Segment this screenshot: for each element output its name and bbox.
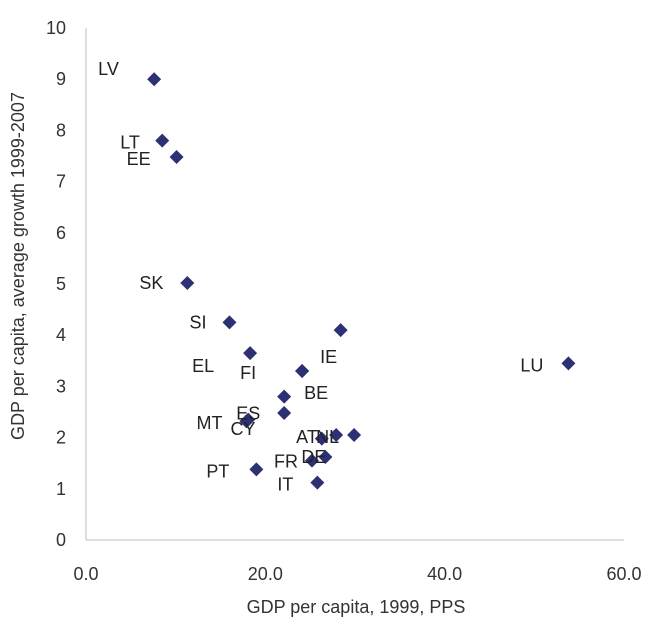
point-label: FI xyxy=(240,363,256,383)
point-label: PT xyxy=(206,461,229,481)
data-point-marker xyxy=(180,275,195,290)
y-tick-label: 2 xyxy=(56,428,66,448)
data-point-marker xyxy=(243,346,258,361)
data-point-marker xyxy=(249,462,264,477)
y-tick-label: 8 xyxy=(56,120,66,140)
data-point-marker xyxy=(318,450,333,465)
point-label: IT xyxy=(277,475,293,495)
x-tick-label: 20.0 xyxy=(248,564,283,584)
axes xyxy=(85,28,624,541)
point-label: EL xyxy=(192,356,214,376)
point-label: IE xyxy=(320,347,337,367)
point-label: LU xyxy=(520,355,543,375)
x-tick-label: 60.0 xyxy=(606,564,641,584)
point-label: EE xyxy=(127,149,151,169)
x-tick-label: 0.0 xyxy=(73,564,98,584)
y-tick-label: 4 xyxy=(56,325,66,345)
data-point-marker xyxy=(147,72,162,87)
point-label: LT xyxy=(120,133,140,153)
y-axis-title: GDP per capita, average growth 1999-2007 xyxy=(8,92,28,440)
data-point-marker xyxy=(277,406,292,421)
x-tick-labels: 0.0 20.0 40.0 60.0 xyxy=(73,564,641,584)
y-tick-label: 0 xyxy=(56,530,66,550)
data-point-marker xyxy=(169,150,184,165)
y-tick-labels: 0 1 2 3 4 5 6 7 8 9 10 xyxy=(46,18,66,550)
x-axis-title: GDP per capita, 1999, PPS xyxy=(247,597,466,617)
data-point-marker xyxy=(561,356,576,371)
y-tick-label: 3 xyxy=(56,376,66,396)
point-label: AT xyxy=(296,427,318,447)
data-point-marker xyxy=(295,364,310,379)
data-point-marker xyxy=(304,453,319,468)
data-point-marker xyxy=(277,389,292,404)
point-label: CY xyxy=(231,419,256,439)
data-point-marker xyxy=(333,323,348,338)
point-label: NL xyxy=(316,427,339,447)
data-point-marker xyxy=(310,475,325,490)
y-tick-label: 9 xyxy=(56,69,66,89)
x-tick-label: 40.0 xyxy=(427,564,462,584)
point-label: SK xyxy=(139,273,163,293)
data-point-marker xyxy=(347,428,362,443)
y-tick-label: 1 xyxy=(56,479,66,499)
point-label: SI xyxy=(189,312,206,332)
point-label: DE xyxy=(301,447,326,467)
y-tick-label: 7 xyxy=(56,172,66,192)
point-label: MT xyxy=(197,413,223,433)
data-point-marker xyxy=(222,315,237,330)
y-tick-label: 6 xyxy=(56,223,66,243)
y-tick-label: 10 xyxy=(46,18,66,38)
data-point-marker xyxy=(239,414,254,429)
data-point-marker xyxy=(155,133,170,148)
data-points xyxy=(147,72,576,490)
point-label: ES xyxy=(236,404,260,424)
point-label: LV xyxy=(98,59,119,79)
data-point-marker xyxy=(329,428,344,443)
point-label: BE xyxy=(304,383,328,403)
point-label: FR xyxy=(274,452,298,472)
data-point-marker xyxy=(314,431,329,446)
y-tick-label: 5 xyxy=(56,274,66,294)
